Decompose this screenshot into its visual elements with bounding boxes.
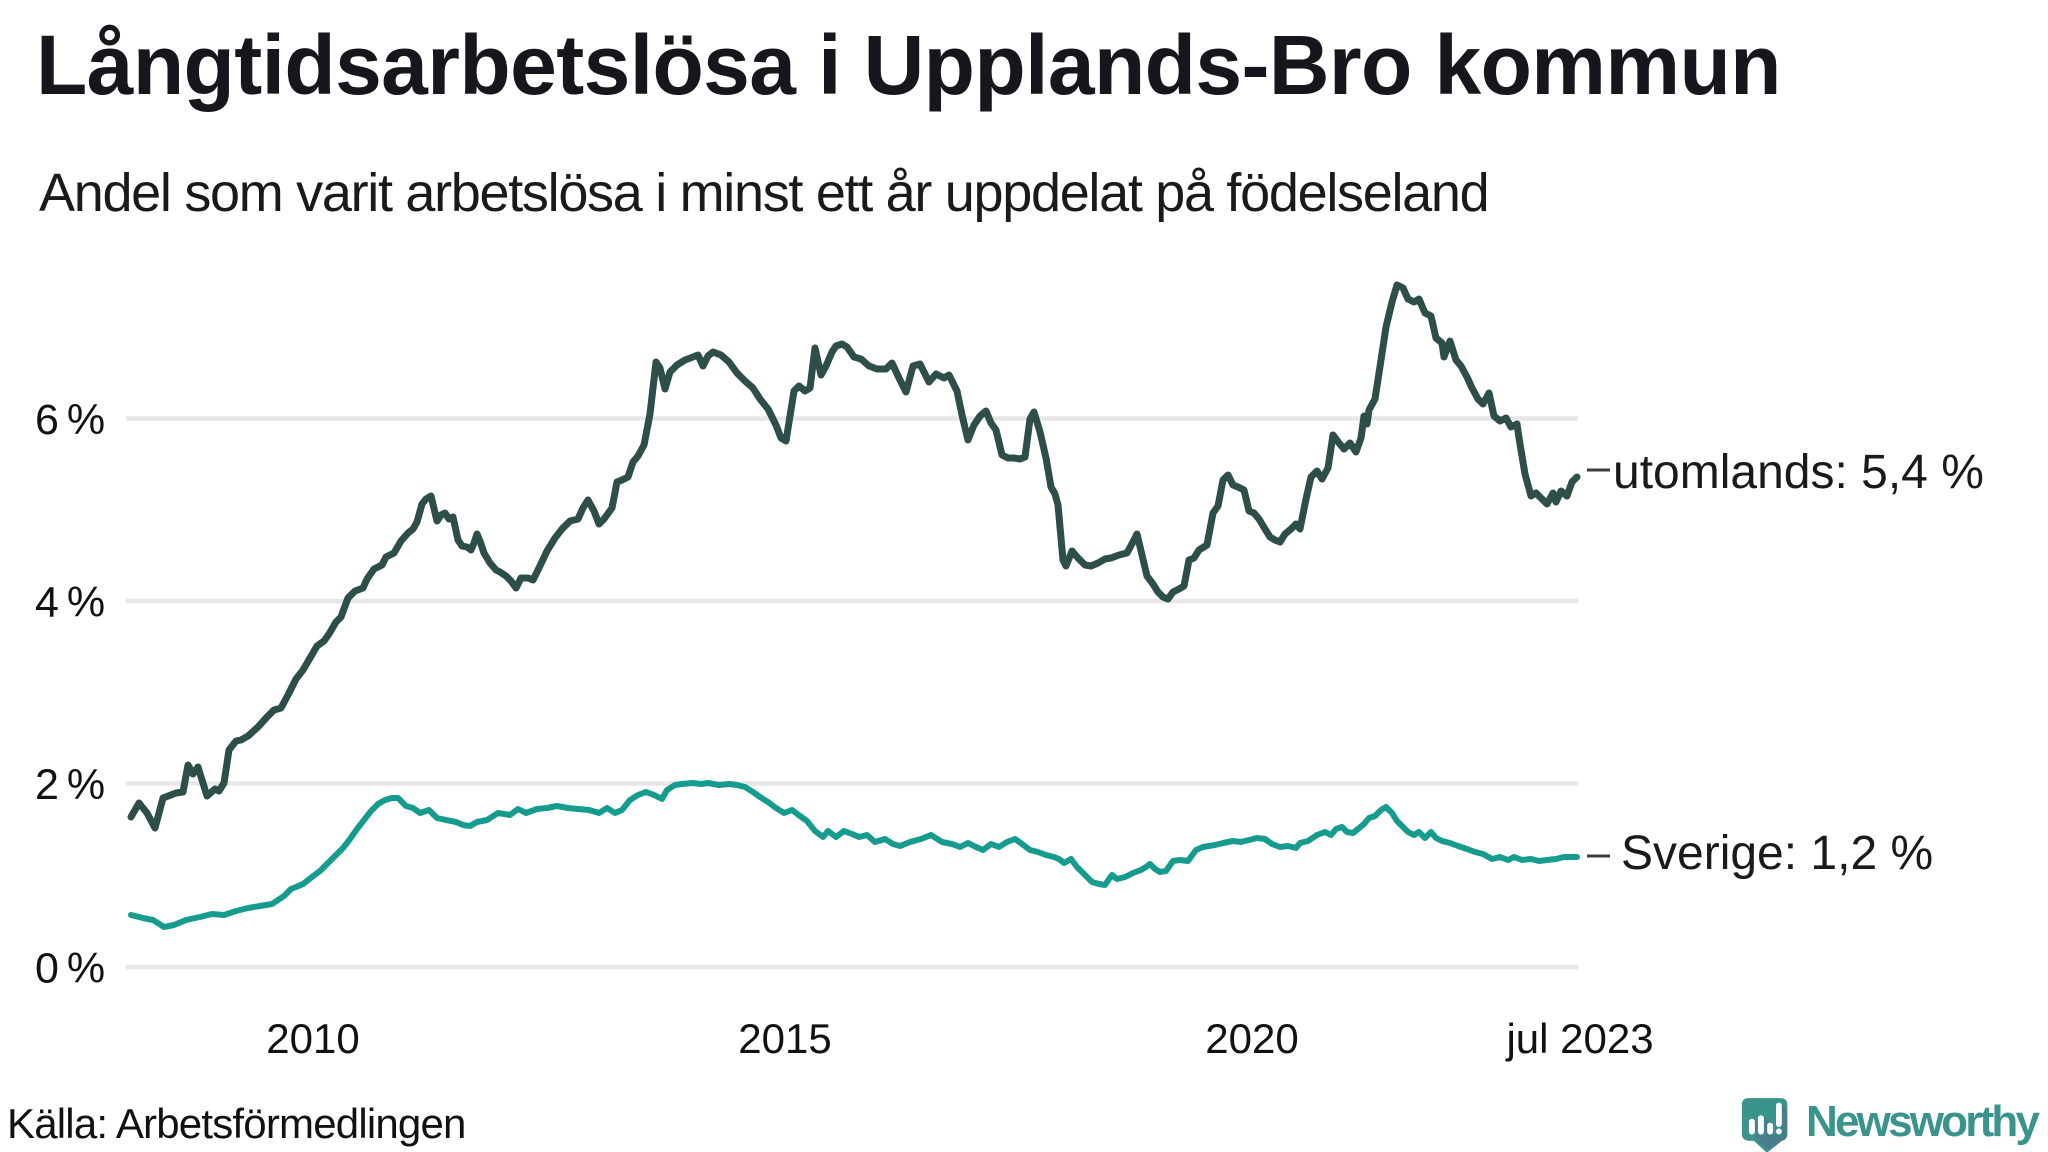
svg-text:2015: 2015 <box>738 1015 831 1062</box>
svg-text:Långtidsarbetslösa i Upplands-: Långtidsarbetslösa i Upplands-Bro kommun <box>36 18 1781 112</box>
svg-text:Newsworthy: Newsworthy <box>1806 1097 2040 1146</box>
svg-text:2 %: 2 % <box>35 761 104 809</box>
svg-text:4 %: 4 % <box>35 579 104 627</box>
svg-text:6 %: 6 % <box>35 396 104 444</box>
svg-text:0 %: 0 % <box>35 945 104 993</box>
svg-text:Sverige: 1,2 %: Sverige: 1,2 % <box>1621 827 1933 880</box>
svg-text:jul 2023: jul 2023 <box>1504 1015 1653 1062</box>
svg-text:Källa: Arbetsförmedlingen: Källa: Arbetsförmedlingen <box>7 1100 466 1147</box>
svg-text:2020: 2020 <box>1205 1015 1298 1062</box>
svg-text:2010: 2010 <box>266 1015 359 1062</box>
svg-text:Andel som varit arbetslösa i m: Andel som varit arbetslösa i minst ett å… <box>39 163 1488 223</box>
svg-text:utomlands: 5,4 %: utomlands: 5,4 % <box>1613 446 1984 499</box>
